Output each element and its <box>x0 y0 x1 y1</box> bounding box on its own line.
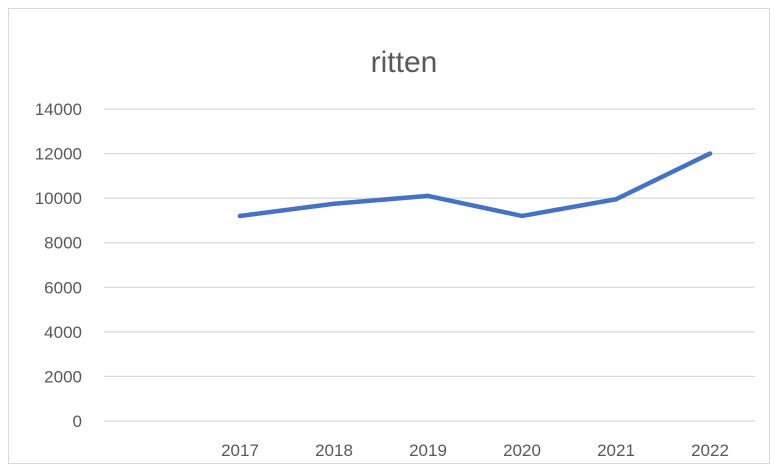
x-tick-label: 2017 <box>221 441 259 460</box>
y-tick-label: 6000 <box>44 278 82 297</box>
y-axis-tick-labels: 0 2000 4000 6000 8000 10000 12000 14000 <box>35 100 82 431</box>
series-group <box>237 151 713 219</box>
y-tick-label: 0 <box>73 412 82 431</box>
y-tick-label: 12000 <box>35 145 82 164</box>
x-tick-label: 2021 <box>597 441 635 460</box>
x-tick-label: 2018 <box>315 441 353 460</box>
x-tick-label: 2022 <box>691 441 729 460</box>
data-point <box>613 197 619 202</box>
data-point <box>519 213 525 219</box>
y-tick-label: 8000 <box>44 234 82 253</box>
data-point <box>331 201 337 206</box>
x-tick-label: 2019 <box>409 441 447 460</box>
data-point <box>237 213 243 219</box>
chart-title: ritten <box>371 46 438 79</box>
x-tick-label: 2020 <box>503 441 541 460</box>
y-tick-label: 2000 <box>44 367 82 386</box>
data-point <box>425 193 431 199</box>
gridlines <box>104 108 755 422</box>
x-axis-tick-labels: 2017 2018 2019 2020 2021 2022 <box>221 441 729 460</box>
data-point <box>707 151 713 156</box>
y-tick-label: 14000 <box>35 100 82 119</box>
y-tick-label: 10000 <box>35 189 82 208</box>
chart-frame <box>8 8 770 464</box>
y-tick-label: 4000 <box>44 323 82 342</box>
series-line <box>237 151 713 219</box>
